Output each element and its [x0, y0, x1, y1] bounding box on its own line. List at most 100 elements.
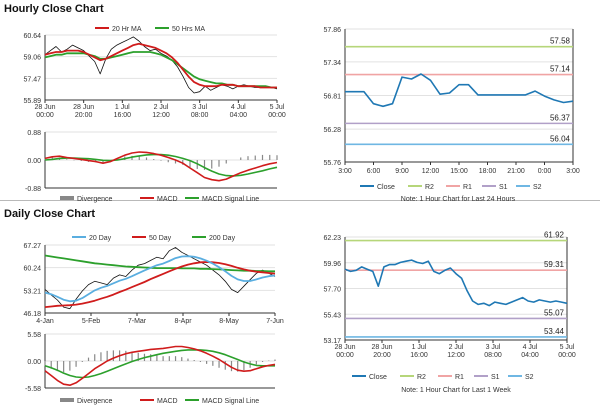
y-tick-label: -0.88	[25, 186, 41, 193]
x-tick-label-time: 00:00	[36, 112, 54, 119]
close-series	[344, 259, 568, 307]
legend-label: Close	[369, 374, 387, 381]
x-tick-label: 28 Jun	[73, 104, 94, 111]
x-tick-label-time: 16:00	[410, 352, 428, 359]
legend-label: Divergence	[77, 196, 113, 203]
legend-label: Divergence	[77, 398, 113, 405]
y-tick-label: 0.00	[27, 359, 41, 366]
x-tick-label: 3:00	[338, 168, 352, 175]
level-s2-label: 53.44	[544, 327, 565, 336]
x-tick-label-time: 16:00	[114, 112, 132, 119]
level-s1-label: 56.37	[550, 113, 571, 122]
x-tick-label: 12:00	[422, 168, 440, 175]
y-tick-label: -5.58	[25, 386, 41, 393]
x-tick-label: 28 Jun	[34, 104, 55, 111]
chart-note: Note: 1 Hour Chart for Last 1 Week	[401, 387, 511, 394]
x-tick-label: 21:00	[507, 168, 525, 175]
x-tick-label: 3 Jul	[192, 104, 207, 111]
legend-label: 50 Day	[149, 235, 172, 242]
x-tick-label: 8-May	[219, 318, 239, 325]
x-tick-label-time: 00:00	[336, 352, 354, 359]
level-s2-label: 56.04	[550, 134, 571, 143]
x-tick-label-time: 04:00	[230, 112, 248, 119]
legend-label: S2	[525, 374, 534, 381]
y-tick-label: 57.34	[323, 60, 341, 67]
ma20-series	[44, 42, 277, 89]
x-tick-label-time: 00:00	[268, 112, 286, 119]
x-tick-label-time: 20:00	[75, 112, 93, 119]
x-tick-label-time: 08:00	[484, 352, 502, 359]
legend-label: MACD Signal Line	[202, 398, 259, 405]
x-tick-label: 4-Jan	[36, 318, 54, 325]
y-tick-label: 55.89	[23, 98, 41, 105]
legend-label: 200 Day	[209, 235, 236, 242]
y-tick-label: 46.18	[23, 311, 41, 318]
legend-label: S2	[533, 184, 542, 191]
x-tick-label: 3 Jul	[486, 344, 501, 351]
y-tick-label: 59.06	[23, 55, 41, 62]
legend-label: R2	[417, 374, 426, 381]
legend-label: S1	[499, 184, 508, 191]
y-tick-label: 56.28	[323, 127, 341, 134]
x-tick-label: 5 Jul	[560, 344, 575, 351]
x-tick-label: 9:00	[395, 168, 409, 175]
x-tick-label-time: 12:00	[152, 112, 170, 119]
x-tick-label: 0:00	[538, 168, 552, 175]
y-tick-label: 57.86	[323, 27, 341, 34]
legend-label: MACD Signal Line	[202, 196, 259, 203]
y-tick-label: 67.27	[23, 243, 41, 250]
x-tick-label: 28 Jun	[334, 344, 355, 351]
x-tick-label: 8-Apr	[174, 318, 192, 325]
x-tick-label: 6:00	[367, 168, 381, 175]
legend-label: S1	[491, 374, 500, 381]
x-tick-label: 1 Jul	[412, 344, 427, 351]
y-tick-label: 53.21	[23, 288, 41, 295]
y-tick-label: 0.88	[27, 130, 41, 137]
hourly-section-title: Hourly Close Chart	[4, 3, 104, 15]
close-series	[44, 247, 276, 310]
legend-label: 50 Hrs MA	[172, 26, 205, 33]
x-tick-label-time: 00:00	[558, 352, 576, 359]
x-tick-label: 5 Jul	[270, 104, 285, 111]
x-tick-label: 15:00	[450, 168, 468, 175]
section-divider	[0, 200, 600, 201]
macd-series	[44, 151, 278, 182]
x-tick-label: 28 Jun	[371, 344, 392, 351]
ma20-series	[44, 255, 276, 303]
y-tick-label: 55.43	[323, 312, 341, 319]
legend-label: MACD	[157, 196, 178, 203]
x-tick-label: 4 Jul	[523, 344, 538, 351]
ma50-series	[44, 261, 276, 308]
y-tick-label: 56.81	[323, 94, 341, 101]
legend-swatch	[60, 196, 74, 200]
daily-section-title: Daily Close Chart	[4, 208, 96, 220]
x-tick-label: 1 Jul	[115, 104, 130, 111]
legend-label: 20 Hr MA	[112, 26, 142, 33]
x-tick-label-time: 20:00	[373, 352, 391, 359]
x-tick-label: 5-Feb	[82, 318, 100, 325]
y-tick-label: 57.47	[23, 76, 41, 83]
legend-label: R2	[425, 184, 434, 191]
y-tick-label: 57.70	[323, 287, 341, 294]
ma200-series	[44, 254, 275, 273]
x-tick-label: 7-Jun	[266, 318, 284, 325]
macd-series	[44, 345, 276, 387]
y-tick-label: 62.23	[323, 235, 341, 242]
legend-label: 20 Day	[89, 235, 112, 242]
x-tick-label-time: 08:00	[191, 112, 209, 119]
level-r2-label: 61.92	[544, 231, 565, 240]
x-tick-label-time: 12:00	[447, 352, 465, 359]
close-series	[345, 73, 574, 108]
y-tick-label: 5.58	[27, 332, 41, 339]
level-r2-label: 57.58	[550, 37, 571, 46]
legend-label: R1	[463, 184, 472, 191]
chart-note: Note: 1 Hour Chart for Last 24 Hours	[401, 196, 516, 203]
x-tick-label: 2 Jul	[449, 344, 464, 351]
x-tick-label: 4 Jul	[231, 104, 246, 111]
y-tick-label: 60.24	[23, 266, 41, 273]
